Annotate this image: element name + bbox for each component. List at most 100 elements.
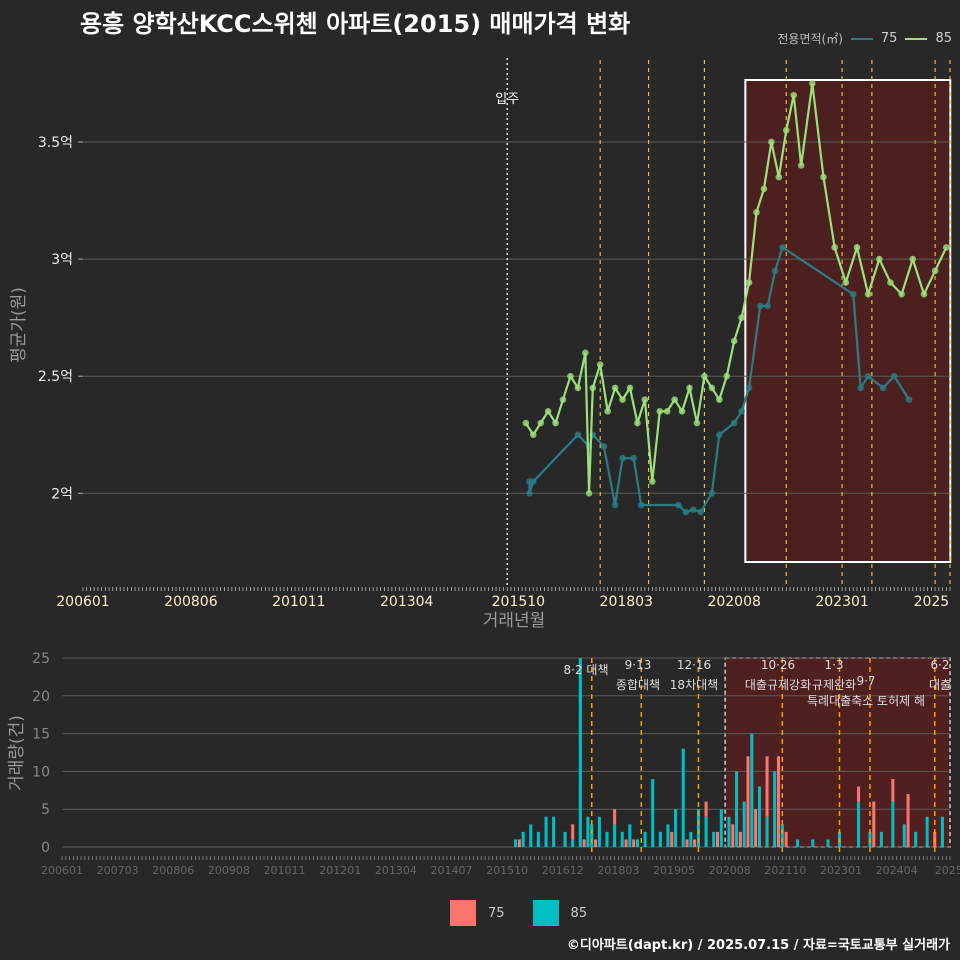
policy-text-label: 18차대책 xyxy=(670,677,718,692)
data-point-85 xyxy=(782,126,790,134)
data-point-75 xyxy=(689,506,697,514)
bar-75 xyxy=(906,794,910,847)
x-tick-label: 201407 xyxy=(431,864,473,877)
policy-text-label: 규제완화 xyxy=(812,678,856,692)
policy-text-label: 대출 xyxy=(929,678,951,692)
data-point-85 xyxy=(745,279,753,286)
bar-75 xyxy=(731,824,735,847)
x-tick-label: 201510 xyxy=(492,594,545,610)
bar-85 xyxy=(578,658,582,847)
data-point-75 xyxy=(619,454,626,462)
bar-75 xyxy=(624,839,628,847)
data-point-85 xyxy=(582,349,589,357)
data-point-85 xyxy=(887,279,894,286)
policy-date-label: 9·13 xyxy=(625,658,652,672)
bar-85 xyxy=(552,816,556,847)
policy-text-label: 대출규제강화 xyxy=(745,678,811,692)
bar-75 xyxy=(582,839,586,847)
data-point-75 xyxy=(879,384,887,392)
data-point-85 xyxy=(559,396,567,403)
data-point-85 xyxy=(552,419,559,427)
data-point-75 xyxy=(905,396,913,403)
bar-75 xyxy=(754,809,758,847)
policy-text-label: 종합대책 xyxy=(616,677,660,692)
data-point-75 xyxy=(864,372,872,380)
y-axis-title: 거래량(건) xyxy=(7,715,27,791)
data-point-85 xyxy=(649,478,656,485)
x-tick-label: 202301 xyxy=(815,594,868,610)
data-point-75 xyxy=(756,302,764,310)
bar-85 xyxy=(586,816,590,847)
bar-85 xyxy=(628,824,632,847)
price-chart: 2억 2.5억 3억 3.5억 200601 200806 201011 201304 2015… xyxy=(9,58,952,631)
data-point-85 xyxy=(864,290,872,298)
data-point-85 xyxy=(820,173,827,181)
volume-chart: 0 5 10 15 20 25 거래량(건) 200601 200703 200806 200908… xyxy=(7,651,960,877)
bar-85 xyxy=(674,809,678,847)
bar-75 xyxy=(715,831,720,847)
bottom-legend: 75 85 xyxy=(450,900,587,926)
y-tick-label: 10 xyxy=(32,764,50,780)
data-point-85 xyxy=(641,396,649,403)
data-point-75 xyxy=(574,431,582,439)
data-point-75 xyxy=(600,443,608,450)
bar-85 xyxy=(780,824,784,847)
data-point-85 xyxy=(567,372,574,380)
data-point-85 xyxy=(656,408,664,415)
x-tick-label: 201304 xyxy=(380,594,434,610)
data-point-75 xyxy=(715,431,723,439)
data-point-85 xyxy=(831,244,838,251)
y-tick-label: 0 xyxy=(41,840,50,856)
data-point-85 xyxy=(797,162,805,169)
data-point-85 xyxy=(574,384,582,392)
bar-75 xyxy=(632,839,636,847)
data-point-85 xyxy=(715,396,723,403)
bar-85 xyxy=(544,816,548,847)
x-tick-label: 20250 xyxy=(935,864,960,877)
bar-85 xyxy=(902,824,906,847)
data-point-85 xyxy=(920,290,928,298)
bar-85 xyxy=(590,824,594,847)
bar-85 xyxy=(605,831,609,847)
x-tick-label: 202404 xyxy=(876,864,918,877)
data-point-75 xyxy=(708,490,716,497)
x-tick-label: 2025 xyxy=(914,594,950,610)
bar-85 xyxy=(681,748,685,847)
bar-75 xyxy=(704,801,708,817)
bar-85 xyxy=(735,771,739,847)
bar-85 xyxy=(727,816,731,847)
bar-85 xyxy=(750,733,754,847)
x-axis-title: 거래년월 xyxy=(483,611,546,631)
bar-85 xyxy=(826,839,830,847)
data-point-75 xyxy=(857,384,864,392)
x-tick-label: 200601 xyxy=(56,594,109,610)
bar-75 xyxy=(685,839,689,847)
legend-85-swatch xyxy=(532,900,559,926)
data-point-85 xyxy=(619,396,626,403)
x-tick-label: 201803 xyxy=(600,594,653,610)
data-point-85 xyxy=(723,372,731,380)
bar-85 xyxy=(651,778,655,847)
data-point-75 xyxy=(682,508,690,516)
x-tick-label: 200601 xyxy=(41,864,83,877)
legend-85-bar-label: 85 xyxy=(570,905,588,921)
bar-75 xyxy=(517,839,521,847)
x-tick-label: 201201 xyxy=(319,864,361,877)
bar-85 xyxy=(529,824,533,847)
data-point-75 xyxy=(849,290,857,298)
x-tick-label: 201612 xyxy=(542,864,584,877)
bar-85 xyxy=(689,831,693,847)
data-point-85 xyxy=(753,208,760,216)
bar-75 xyxy=(765,756,769,817)
x-tick-label: 200908 xyxy=(208,864,250,877)
bar-85 xyxy=(940,816,944,847)
data-point-85 xyxy=(876,255,883,263)
y-tick-label: 3.5억 xyxy=(38,135,73,151)
x-tick-label: 201510 xyxy=(486,864,528,877)
data-point-85 xyxy=(537,419,544,427)
x-tick-label: 201304 xyxy=(375,864,417,877)
bar-85 xyxy=(719,809,723,847)
data-point-85 xyxy=(942,244,950,251)
data-point-75 xyxy=(764,302,771,310)
data-point-75 xyxy=(611,501,619,509)
